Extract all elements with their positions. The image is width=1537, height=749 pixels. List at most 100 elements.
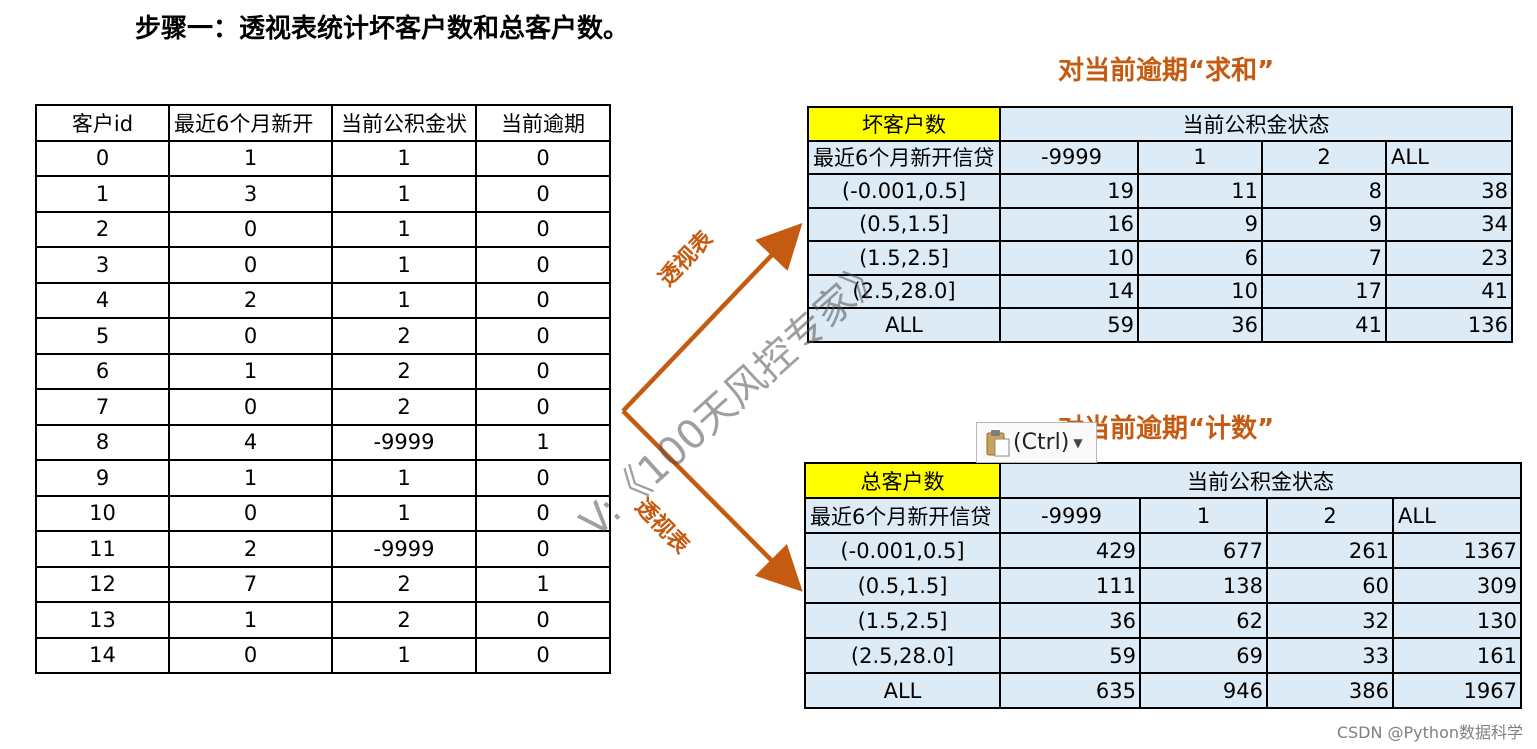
table-cell: 4 xyxy=(35,281,170,319)
pivot-cell: 62 xyxy=(1139,602,1268,639)
pivot-cell: 36 xyxy=(1137,307,1263,343)
table-cell: 0 xyxy=(475,494,611,532)
table-cell: 2 xyxy=(331,388,477,426)
column-header: 当前逾期 xyxy=(475,104,611,142)
table-cell: 1 xyxy=(168,459,333,497)
row-label: (2.5,28.0] xyxy=(804,637,1001,674)
table-cell: 1 xyxy=(168,352,333,390)
pivot-cell: 10 xyxy=(999,240,1139,276)
pivot-sum-heading: 对当前逾期“求和” xyxy=(1058,56,1275,86)
table-cell: 0 xyxy=(475,175,611,213)
table-cell: 0 xyxy=(475,388,611,426)
row-header: 最近6个月新开信贷 xyxy=(807,139,1001,175)
column-header: ALL xyxy=(1392,497,1522,534)
pivot-cell: 9 xyxy=(1261,206,1387,242)
table-cell: 1 xyxy=(35,175,170,213)
pivot-cell: 23 xyxy=(1385,240,1513,276)
pivot-cell: 386 xyxy=(1266,672,1394,709)
table-cell: 12 xyxy=(35,565,170,603)
pivot-cell: 130 xyxy=(1392,602,1522,639)
table-cell: 0 xyxy=(168,317,333,355)
table-cell: 3 xyxy=(35,246,170,284)
row-label: (1.5,2.5] xyxy=(804,602,1001,639)
paste-options-button[interactable]: (Ctrl) ▼ xyxy=(976,422,1097,463)
pivot-row: (2.5,28.0] 59 69 33 161 xyxy=(804,637,1522,674)
row-label: ALL xyxy=(807,307,1001,343)
row-label: (0.5,1.5] xyxy=(807,206,1001,242)
table-cell: 8 xyxy=(35,423,170,461)
column-header: -9999 xyxy=(999,497,1141,534)
pivot-cell: 33 xyxy=(1266,637,1394,674)
pivot-row: (0.5,1.5] 16 9 9 34 xyxy=(807,206,1513,242)
pivot-cell: 17 xyxy=(1261,273,1387,309)
pivot-cell: 41 xyxy=(1261,307,1387,343)
pivot-cell: 6 xyxy=(1137,240,1263,276)
table-cell: 0 xyxy=(168,388,333,426)
table-cell: 2 xyxy=(331,601,477,639)
pivot-row: (1.5,2.5] 36 62 32 130 xyxy=(804,602,1522,639)
pivot-count-table: 总客户数 当前公积金状态 最近6个月新开信贷 -9999 1 2 ALL (-0… xyxy=(804,462,1522,709)
pivot-row: ALL 635 946 386 1967 xyxy=(804,672,1522,709)
pivot-cell: 111 xyxy=(999,567,1141,604)
table-cell: 7 xyxy=(35,388,170,426)
table-cell: -9999 xyxy=(331,423,477,461)
pivot-cell: 32 xyxy=(1266,602,1394,639)
pivot-cell: 7 xyxy=(1261,240,1387,276)
table-header-row: 客户id 最近6个月新开 当前公积金状 当前逾期 xyxy=(35,104,611,142)
table-cell: 2 xyxy=(35,210,170,248)
pivot-cell: 10 xyxy=(1137,273,1263,309)
table-cell: 0 xyxy=(475,246,611,284)
pivot-cell: 677 xyxy=(1139,532,1268,569)
table-cell: 7 xyxy=(168,565,333,603)
pivot-cell: 34 xyxy=(1385,206,1513,242)
column-group-header: 当前公积金状态 xyxy=(999,462,1522,499)
pivot-cell: 261 xyxy=(1266,532,1394,569)
column-header: 2 xyxy=(1266,497,1394,534)
table-cell: 11 xyxy=(35,530,170,568)
pivot-cell: 429 xyxy=(999,532,1141,569)
table-cell: 5 xyxy=(35,317,170,355)
table-cell: 0 xyxy=(168,210,333,248)
table-cell: 2 xyxy=(331,565,477,603)
table-cell: 3 xyxy=(168,175,333,213)
pivot-cell: 38 xyxy=(1385,173,1513,209)
pivot-row: (-0.001,0.5] 429 677 261 1367 xyxy=(804,532,1522,569)
table-cell: 0 xyxy=(475,317,611,355)
table-cell: 2 xyxy=(168,530,333,568)
table-cell: 14 xyxy=(35,636,170,674)
pivot-cell: 136 xyxy=(1385,307,1513,343)
pivot-row: (2.5,28.0] 14 10 17 41 xyxy=(807,273,1513,309)
pivot-cell: 1967 xyxy=(1392,672,1522,709)
table-cell: 13 xyxy=(35,601,170,639)
pivot-cell: 138 xyxy=(1139,567,1268,604)
table-cell: 0 xyxy=(475,530,611,568)
pivot-cell: 16 xyxy=(999,206,1139,242)
column-header: 客户id xyxy=(35,104,170,142)
table-cell: 2 xyxy=(168,281,333,319)
column-header: 1 xyxy=(1137,139,1263,175)
pivot-sum-table: 坏客户数 当前公积金状态 最近6个月新开信贷 -9999 1 2 ALL (-0… xyxy=(807,106,1513,343)
table-cell: 10 xyxy=(35,494,170,532)
pivot-cell: 635 xyxy=(999,672,1141,709)
table-cell: 1 xyxy=(475,423,611,461)
row-label: (2.5,28.0] xyxy=(807,273,1001,309)
pivot-cell: 59 xyxy=(999,637,1141,674)
table-cell: 0 xyxy=(168,494,333,532)
pivot-cell: 69 xyxy=(1139,637,1268,674)
table-cell: 2 xyxy=(331,352,477,390)
table-cell: 2 xyxy=(331,317,477,355)
table-cell: 0 xyxy=(168,246,333,284)
pivot-row: (1.5,2.5] 10 6 7 23 xyxy=(807,240,1513,276)
clipboard-icon xyxy=(986,429,1010,457)
row-header: 最近6个月新开信贷 xyxy=(804,497,1001,534)
chevron-down-icon[interactable]: ▼ xyxy=(1073,435,1083,450)
pivot-row: (-0.001,0.5] 19 11 8 38 xyxy=(807,173,1513,209)
row-label: (-0.001,0.5] xyxy=(804,532,1001,569)
column-header: 最近6个月新开 xyxy=(168,104,333,142)
row-label: ALL xyxy=(804,672,1001,709)
